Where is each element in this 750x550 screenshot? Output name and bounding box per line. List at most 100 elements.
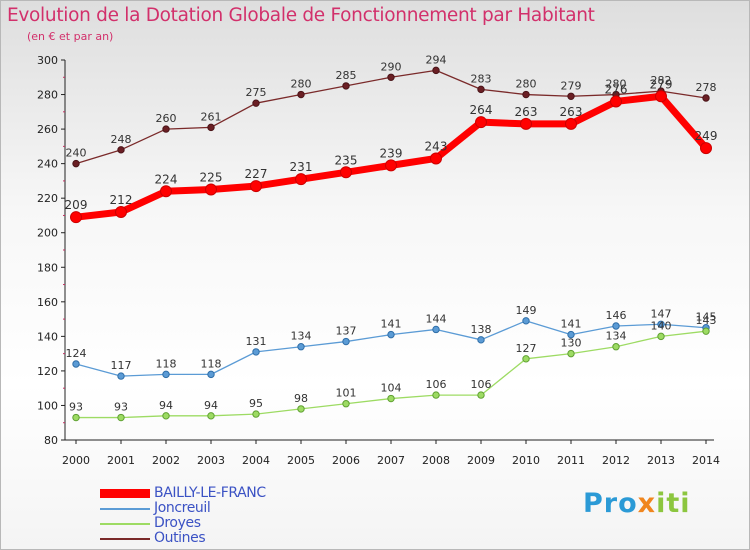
data-point xyxy=(72,360,80,368)
logo-part-iti: iti xyxy=(656,488,691,519)
data-label: 141 xyxy=(381,318,402,331)
data-label: 106 xyxy=(426,378,447,391)
data-point xyxy=(610,95,622,108)
data-label: 283 xyxy=(471,72,492,85)
data-point xyxy=(342,82,350,90)
data-label: 264 xyxy=(470,103,493,117)
data-point xyxy=(342,400,350,408)
data-label: 279 xyxy=(561,79,582,92)
data-label: 235 xyxy=(335,153,358,167)
y-tick-label: 280 xyxy=(37,89,58,102)
data-label: 93 xyxy=(114,401,128,414)
data-label: 260 xyxy=(156,112,177,125)
proxiti-logo: Proxiti xyxy=(583,488,691,519)
data-label: 138 xyxy=(471,323,492,336)
data-label: 149 xyxy=(516,304,537,317)
data-point xyxy=(657,332,665,341)
data-label: 94 xyxy=(159,399,173,412)
data-point xyxy=(430,152,442,165)
data-point xyxy=(297,343,305,351)
data-label: 130 xyxy=(561,337,582,350)
data-label: 117 xyxy=(111,359,132,372)
data-label: 239 xyxy=(380,146,403,160)
chart-title: Evolution de la Dotation Globale de Fonc… xyxy=(7,5,595,26)
data-point xyxy=(475,116,487,129)
legend-swatch xyxy=(100,489,150,498)
data-point xyxy=(657,320,665,328)
data-point xyxy=(117,372,125,380)
x-tick-label: 2010 xyxy=(512,454,540,467)
x-tick-label: 2006 xyxy=(332,454,360,467)
x-tick-label: 2004 xyxy=(242,454,270,467)
x-tick-label: 2014 xyxy=(692,454,720,467)
data-label: 279 xyxy=(650,77,673,91)
data-label: 243 xyxy=(425,139,448,153)
x-tick-label: 2008 xyxy=(422,454,450,467)
data-point xyxy=(297,90,305,99)
data-point xyxy=(612,343,620,351)
data-point xyxy=(160,185,172,198)
data-label: 131 xyxy=(246,335,267,348)
data-point xyxy=(207,412,215,420)
logo-part-pro: Pro xyxy=(583,488,638,519)
legend-item: Joncreuil xyxy=(100,501,266,516)
data-point xyxy=(702,94,710,102)
data-point xyxy=(522,317,530,325)
data-label: 278 xyxy=(696,81,717,94)
data-label: 137 xyxy=(336,325,357,338)
data-label: 240 xyxy=(66,147,87,160)
data-point xyxy=(70,211,82,224)
data-label: 95 xyxy=(249,397,263,410)
data-label: 275 xyxy=(246,86,267,99)
data-label: 140 xyxy=(651,319,672,332)
data-label: 134 xyxy=(291,330,312,343)
data-label: 104 xyxy=(381,382,402,395)
data-point xyxy=(387,394,395,403)
data-label: 280 xyxy=(291,78,312,91)
data-point xyxy=(115,206,127,218)
y-tick-label: 80 xyxy=(44,434,58,447)
data-point xyxy=(162,412,170,420)
data-label: 249 xyxy=(695,129,718,143)
series-droyes: 93 93 94 94 95 98 101 104 106 106 127 130 134 140 143 xyxy=(69,314,717,422)
data-point xyxy=(522,355,530,363)
data-point xyxy=(567,92,575,100)
data-point xyxy=(477,336,485,344)
data-label: 101 xyxy=(336,387,357,400)
data-point xyxy=(432,66,440,75)
data-label: 124 xyxy=(66,347,87,360)
data-point xyxy=(117,146,125,154)
data-point xyxy=(72,159,80,168)
data-point xyxy=(252,348,260,356)
legend-swatch xyxy=(100,537,150,540)
data-label: 209 xyxy=(65,198,88,212)
x-tick-label: 2005 xyxy=(287,454,315,467)
data-point xyxy=(387,330,395,339)
y-tick-label: 100 xyxy=(37,399,58,412)
data-label: 146 xyxy=(606,309,627,322)
data-point xyxy=(565,117,577,130)
data-label: 118 xyxy=(156,357,177,370)
y-tick-label: 140 xyxy=(37,330,58,343)
legend-item: Outines xyxy=(100,531,266,546)
data-label: 93 xyxy=(69,401,83,414)
data-label: 248 xyxy=(111,133,132,146)
data-label: 141 xyxy=(561,318,582,331)
data-label: 276 xyxy=(605,82,628,96)
data-point xyxy=(477,391,485,399)
data-label: 280 xyxy=(516,78,537,91)
data-point xyxy=(205,183,217,196)
y-tick-label: 240 xyxy=(37,158,58,171)
x-tick-label: 2001 xyxy=(107,454,135,467)
data-label: 147 xyxy=(651,307,672,320)
x-tick-label: 2009 xyxy=(467,454,495,467)
data-point xyxy=(567,330,575,339)
x-tick-label: 2002 xyxy=(152,454,180,467)
data-point xyxy=(520,117,532,130)
data-point xyxy=(252,99,260,107)
data-point xyxy=(522,90,530,99)
x-tick-label: 2000 xyxy=(62,454,90,467)
